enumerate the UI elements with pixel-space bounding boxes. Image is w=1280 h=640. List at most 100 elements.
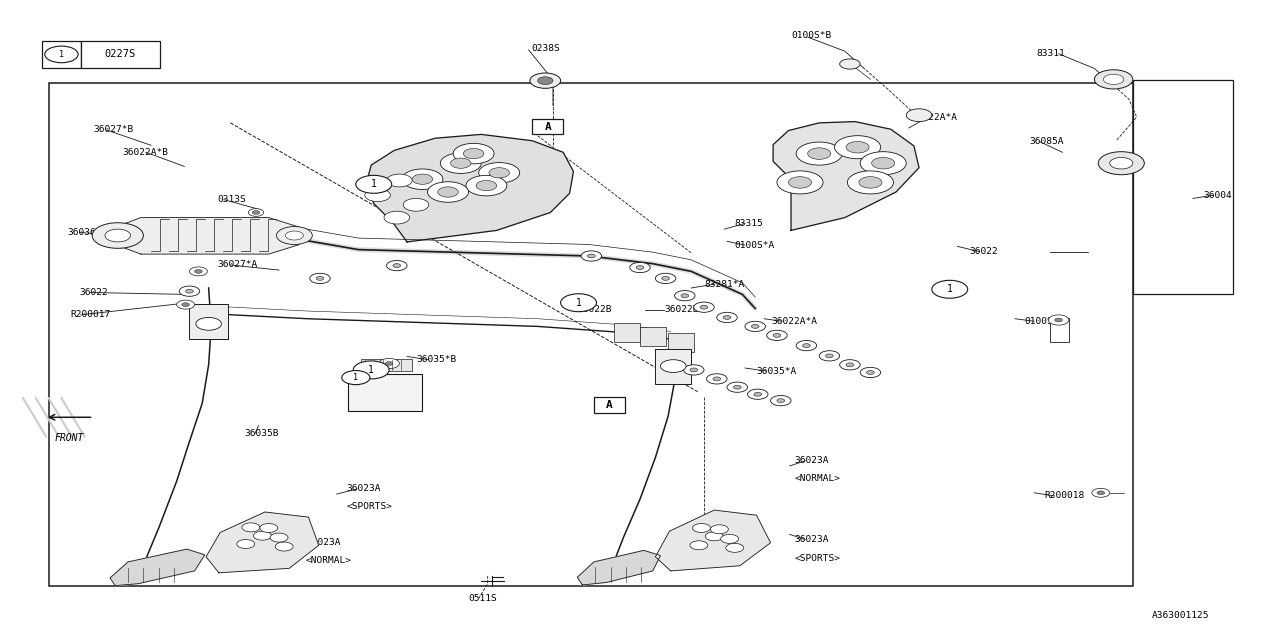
Circle shape <box>379 358 399 369</box>
Circle shape <box>177 300 195 309</box>
Circle shape <box>796 142 842 165</box>
Bar <box>614 323 640 342</box>
Text: 36022B: 36022B <box>664 305 699 314</box>
Circle shape <box>179 286 200 296</box>
Bar <box>361 359 412 371</box>
Circle shape <box>530 73 561 88</box>
Text: R200018: R200018 <box>1044 492 1084 500</box>
Circle shape <box>771 396 791 406</box>
Circle shape <box>92 223 143 248</box>
Circle shape <box>727 382 748 392</box>
Circle shape <box>826 354 833 358</box>
Circle shape <box>660 360 686 372</box>
Circle shape <box>803 344 810 348</box>
Text: 36022A*A: 36022A*A <box>911 113 957 122</box>
Circle shape <box>690 541 708 550</box>
Text: 1: 1 <box>371 179 376 189</box>
Circle shape <box>561 294 596 312</box>
Bar <box>1133 80 1233 294</box>
Text: 83311: 83311 <box>1037 49 1065 58</box>
Circle shape <box>1092 488 1110 497</box>
Text: 0100S*B: 0100S*B <box>1024 317 1064 326</box>
Circle shape <box>932 280 968 298</box>
Circle shape <box>745 321 765 332</box>
Text: 0100S*A: 0100S*A <box>735 241 774 250</box>
Circle shape <box>726 543 744 552</box>
Text: 36022: 36022 <box>969 247 997 256</box>
Polygon shape <box>577 550 660 585</box>
Circle shape <box>466 175 507 196</box>
Circle shape <box>846 141 869 153</box>
Circle shape <box>684 365 704 375</box>
Circle shape <box>662 276 669 280</box>
Circle shape <box>700 305 708 309</box>
Circle shape <box>767 330 787 340</box>
Circle shape <box>453 143 494 164</box>
Circle shape <box>270 533 288 542</box>
Circle shape <box>384 211 410 224</box>
Circle shape <box>276 227 312 244</box>
Circle shape <box>538 77 553 84</box>
Circle shape <box>365 189 390 202</box>
Circle shape <box>403 198 429 211</box>
Circle shape <box>588 254 595 258</box>
Circle shape <box>342 371 370 385</box>
Circle shape <box>1097 491 1105 495</box>
Circle shape <box>1103 74 1124 84</box>
Circle shape <box>690 368 698 372</box>
Circle shape <box>717 312 737 323</box>
Text: 1: 1 <box>353 373 358 382</box>
Circle shape <box>675 291 695 301</box>
Circle shape <box>777 399 785 403</box>
Circle shape <box>906 109 932 122</box>
Circle shape <box>387 174 412 187</box>
Circle shape <box>847 171 893 194</box>
Circle shape <box>655 273 676 284</box>
Bar <box>189 304 228 339</box>
Circle shape <box>479 163 520 183</box>
Circle shape <box>705 532 723 541</box>
Bar <box>81 41 160 68</box>
Circle shape <box>796 340 817 351</box>
Circle shape <box>402 169 443 189</box>
Circle shape <box>581 251 602 261</box>
Circle shape <box>412 174 433 184</box>
Circle shape <box>867 371 874 374</box>
Circle shape <box>248 209 264 216</box>
Circle shape <box>754 392 762 396</box>
Circle shape <box>353 361 389 379</box>
Circle shape <box>387 260 407 271</box>
Circle shape <box>440 153 481 173</box>
Circle shape <box>310 273 330 284</box>
Circle shape <box>692 524 710 532</box>
Circle shape <box>253 531 271 540</box>
Circle shape <box>385 362 393 365</box>
Circle shape <box>45 46 78 63</box>
Circle shape <box>252 211 260 214</box>
Text: 0313S: 0313S <box>218 195 246 204</box>
Text: 0227S: 0227S <box>105 49 136 60</box>
Text: 36027*A: 36027*A <box>218 260 257 269</box>
Circle shape <box>1098 152 1144 175</box>
Circle shape <box>196 317 221 330</box>
Circle shape <box>356 175 392 193</box>
Text: 36035*A: 36035*A <box>756 367 796 376</box>
Text: 83281*B: 83281*B <box>362 403 402 412</box>
Circle shape <box>630 262 650 273</box>
Circle shape <box>1048 315 1069 325</box>
Circle shape <box>451 158 471 168</box>
Circle shape <box>476 180 497 191</box>
Circle shape <box>438 187 458 197</box>
Circle shape <box>840 59 860 69</box>
Circle shape <box>242 523 260 532</box>
Circle shape <box>275 542 293 551</box>
Text: 0100S*B: 0100S*B <box>791 31 831 40</box>
Text: A: A <box>605 400 613 410</box>
Circle shape <box>189 267 207 276</box>
Bar <box>655 349 691 384</box>
Circle shape <box>393 264 401 268</box>
Circle shape <box>186 289 193 293</box>
Circle shape <box>713 377 721 381</box>
Text: A: A <box>544 122 552 132</box>
Circle shape <box>316 276 324 280</box>
